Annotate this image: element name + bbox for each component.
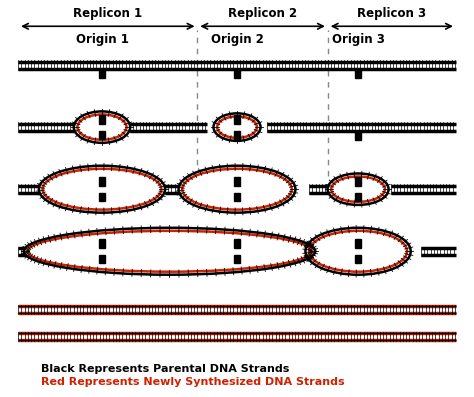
Bar: [234, 177, 240, 186]
Text: Black Represents Parental DNA Strands: Black Represents Parental DNA Strands: [41, 364, 290, 374]
Bar: [234, 193, 240, 201]
Ellipse shape: [180, 167, 294, 212]
Bar: [234, 115, 240, 123]
Bar: [234, 69, 240, 78]
Text: Replicon 2: Replicon 2: [228, 8, 297, 21]
Bar: [99, 131, 105, 139]
Text: Origin 2: Origin 2: [210, 33, 264, 46]
Ellipse shape: [307, 229, 409, 274]
Bar: [99, 239, 105, 248]
Bar: [99, 69, 105, 78]
Bar: [99, 193, 105, 201]
Bar: [356, 239, 361, 248]
Bar: [356, 131, 361, 140]
Ellipse shape: [215, 114, 259, 140]
Bar: [234, 255, 240, 263]
Text: Replicon 1: Replicon 1: [73, 8, 142, 21]
Text: Replicon 3: Replicon 3: [357, 8, 427, 21]
Bar: [356, 255, 361, 263]
Text: Origin 1: Origin 1: [75, 33, 128, 46]
Bar: [356, 177, 361, 186]
Bar: [99, 115, 105, 123]
Ellipse shape: [40, 167, 164, 212]
Ellipse shape: [329, 175, 387, 204]
Text: Origin 3: Origin 3: [332, 33, 384, 46]
Text: Red Represents Newly Synthesized DNA Strands: Red Represents Newly Synthesized DNA Str…: [41, 377, 345, 387]
Ellipse shape: [25, 229, 314, 274]
Ellipse shape: [75, 113, 129, 142]
Bar: [356, 69, 361, 78]
Bar: [234, 131, 240, 139]
Bar: [99, 177, 105, 186]
Bar: [234, 239, 240, 248]
Bar: [99, 255, 105, 263]
Bar: [356, 193, 361, 201]
